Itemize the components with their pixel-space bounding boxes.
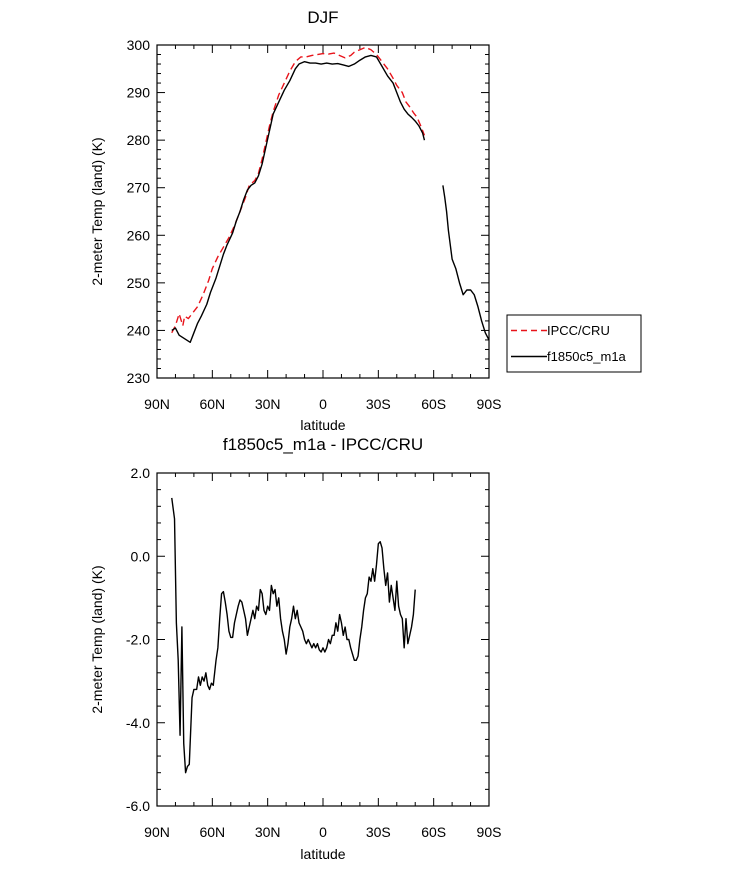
bottom-title: f1850c5_m1a - IPCC/CRU — [223, 435, 423, 454]
top-y-tick-label: 270 — [127, 180, 151, 196]
top-y-tick-label: 290 — [127, 85, 151, 101]
bottom-y-tick-labels: 2.0 0.0 -2.0 -4.0 -6.0 — [126, 465, 150, 814]
top-title: DJF — [307, 8, 338, 27]
bottom-y-tick-label: -2.0 — [126, 632, 150, 648]
top-x-tick-label: 90N — [144, 396, 170, 412]
top-x-tick-label: 60S — [421, 396, 446, 412]
top-y-tick-label: 250 — [127, 275, 151, 291]
bottom-x-tick-label: 60N — [199, 824, 225, 840]
top-y-tick-label: 300 — [127, 37, 151, 53]
bottom-x-axis-label: latitude — [300, 846, 345, 862]
top-series-line-f1850c5-m1a-seg1 — [442, 185, 490, 341]
bottom-x-tick-label: 90S — [477, 824, 502, 840]
top-x-tick-label: 0 — [319, 396, 327, 412]
top-x-tick-label: 30S — [366, 396, 391, 412]
top-y-tick-labels: 230 240 250 260 270 280 290 300 — [127, 37, 151, 386]
bottom-y-axis-label: 2-meter Temp (land) (K) — [89, 565, 105, 713]
bottom-series-group — [171, 497, 416, 774]
bottom-x-tick-label: 30S — [366, 824, 391, 840]
bottom-y-tick-label: 0.0 — [131, 548, 151, 564]
bottom-x-tick-labels: 90N 60N 30N 0 30S 60S 90S — [144, 824, 501, 840]
bottom-panel: f1850c5_m1a - IPCC/CRU 90N 60N 30N 0 30S… — [89, 435, 501, 862]
legend-label-f1850c5-m1a: f1850c5_m1a — [547, 349, 627, 364]
top-y-tick-label: 260 — [127, 227, 151, 243]
top-series-line-f1850c5-m1a-seg0 — [171, 54, 426, 344]
top-y-tick-label: 240 — [127, 322, 151, 338]
top-x-tick-labels: 90N 60N 30N 0 30S 60S 90S — [144, 396, 501, 412]
top-y-axis-label: 2-meter Temp (land) (K) — [89, 137, 105, 285]
legend: IPCC/CRU f1850c5_m1a — [506, 314, 642, 373]
bottom-plot-frame — [156, 472, 490, 807]
bottom-axis-ticks — [156, 472, 490, 807]
bottom-series-line-0-seg0 — [171, 497, 416, 774]
top-y-tick-label: 280 — [127, 132, 151, 148]
top-plot-frame — [156, 44, 490, 379]
bottom-x-tick-label: 30N — [255, 824, 281, 840]
top-series-line-ipcc-cru-seg0 — [171, 46, 426, 334]
bottom-y-tick-label: -6.0 — [126, 798, 150, 814]
top-panel: DJF 90N 60N 30N 0 30S 60S 90S 230 240 25… — [89, 8, 642, 433]
top-x-tick-label: 60N — [199, 396, 225, 412]
top-axis-ticks — [156, 44, 490, 379]
bottom-x-tick-label: 0 — [319, 824, 327, 840]
top-x-tick-label: 30N — [255, 396, 281, 412]
top-x-axis-label: latitude — [300, 417, 345, 433]
top-x-tick-label: 90S — [477, 396, 502, 412]
legend-label-ipcc-cru: IPCC/CRU — [547, 323, 610, 338]
legend-box — [506, 314, 642, 373]
top-series-group — [171, 46, 490, 344]
bottom-y-tick-label: 2.0 — [131, 465, 151, 481]
bottom-x-tick-label: 90N — [144, 824, 170, 840]
bottom-y-tick-label: -4.0 — [126, 715, 150, 731]
top-y-tick-label: 230 — [127, 370, 151, 386]
bottom-x-tick-label: 60S — [421, 824, 446, 840]
